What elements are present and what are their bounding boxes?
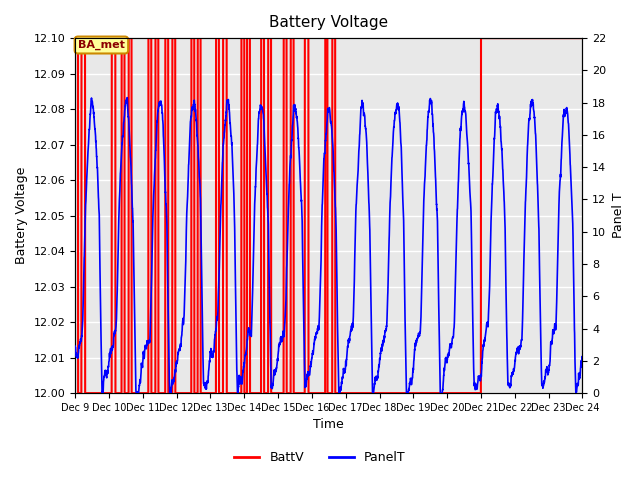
- X-axis label: Time: Time: [314, 419, 344, 432]
- Y-axis label: Battery Voltage: Battery Voltage: [15, 167, 28, 264]
- Title: Battery Voltage: Battery Voltage: [269, 15, 388, 30]
- Legend: BattV, PanelT: BattV, PanelT: [229, 446, 411, 469]
- Text: BA_met: BA_met: [78, 40, 125, 50]
- Y-axis label: Panel T: Panel T: [612, 193, 625, 239]
